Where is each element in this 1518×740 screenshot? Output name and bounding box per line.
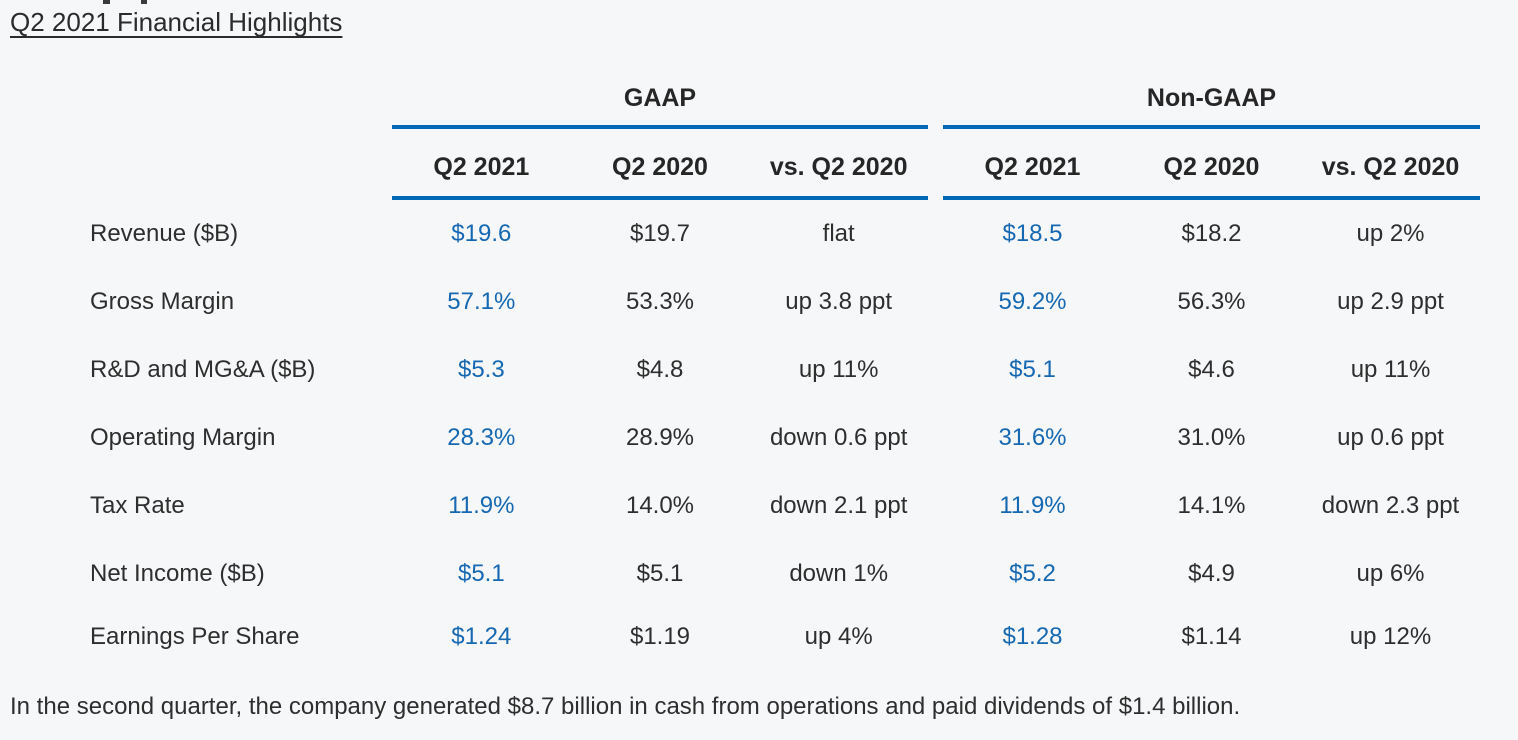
- non-gaap-q2-2020-value: $4.9: [1188, 560, 1235, 587]
- gaap-vs-value: up 11%: [798, 356, 879, 383]
- non-gaap-col-vs-q2-2020: vs. Q2 2020: [1321, 152, 1460, 181]
- non-gaap-vs-value: up 12%: [1349, 623, 1432, 650]
- non-gaap-vs-value: up 2.9 ppt: [1337, 288, 1444, 315]
- section-title-row: GAAP Non-GAAP: [90, 84, 1480, 112]
- gaap-top-rule: [392, 125, 928, 129]
- non-gaap-q2-2020-value: 14.1%: [1177, 492, 1246, 519]
- table-row-operating-margin: Operating Margin 28.3% 28.9% down 0.6 pp…: [90, 404, 1480, 472]
- non-gaap-q2-2020-value: $1.14: [1181, 623, 1242, 650]
- non-gaap-q2-2021-value: $5.1: [1009, 356, 1056, 383]
- table-row-revenue: Revenue ($B) $19.6 $19.7 flat $18.5 $18.…: [90, 200, 1480, 268]
- table-row-gross-margin: Gross Margin 57.1% 53.3% up 3.8 ppt 59.2…: [90, 268, 1480, 336]
- gaap-q2-2020-value: 14.0%: [625, 492, 695, 519]
- gaap-q2-2020-value: $5.1: [636, 560, 684, 587]
- gaap-col-q2-2021: Q2 2021: [433, 152, 530, 181]
- non-gaap-q2-2020-value: 31.0%: [1177, 424, 1246, 451]
- row-label: Earnings Per Share: [90, 623, 300, 650]
- non-gaap-header-rule: [943, 196, 1480, 200]
- gaap-q2-2021-value: $19.6: [451, 220, 512, 247]
- table-row-eps: Earnings Per Share $1.24 $1.19 up 4% $1.…: [90, 608, 1480, 666]
- gaap-vs-value: flat: [822, 220, 855, 247]
- header-rule-row: [90, 196, 1480, 200]
- clipped-text-fragment: [141, 0, 147, 4]
- non-gaap-q2-2020-value: $4.6: [1188, 356, 1235, 383]
- gaap-vs-value: down 1%: [789, 560, 889, 587]
- non-gaap-top-rule: [943, 125, 1480, 129]
- non-gaap-vs-value: up 11%: [1350, 356, 1431, 383]
- gaap-q2-2021-value: $5.1: [457, 560, 505, 587]
- gaap-q2-2020-value: $4.8: [636, 356, 684, 383]
- gaap-q2-2021-value: 28.3%: [447, 424, 516, 451]
- gaap-q2-2020-value: $1.19: [629, 623, 691, 650]
- gaap-q2-2020-value: 53.3%: [625, 288, 695, 315]
- financial-highlights-table: GAAP Non-GAAP Q2 2021 Q2 2020 vs. Q2 202…: [90, 84, 1480, 666]
- gaap-q2-2021-value: 57.1%: [447, 288, 516, 315]
- row-label: Tax Rate: [90, 492, 185, 519]
- non-gaap-vs-value: up 0.6 ppt: [1337, 424, 1444, 451]
- non-gaap-q2-2020-value: $18.2: [1181, 220, 1242, 247]
- non-gaap-q2-2021-value: 31.6%: [998, 424, 1067, 451]
- gaap-q2-2021-value: $1.24: [451, 623, 512, 650]
- non-gaap-section-title: Non-GAAP: [1146, 83, 1277, 112]
- non-gaap-q2-2021-value: $18.5: [1002, 220, 1063, 247]
- non-gaap-q2-2021-value: $5.2: [1009, 560, 1056, 587]
- gaap-vs-value: down 2.1 ppt: [769, 492, 908, 519]
- table-row-tax-rate: Tax Rate 11.9% 14.0% down 2.1 ppt 11.9% …: [90, 472, 1480, 540]
- gaap-section-title: GAAP: [623, 83, 697, 112]
- non-gaap-q2-2021-value: 59.2%: [998, 288, 1067, 315]
- non-gaap-q2-2021-value: $1.28: [1002, 623, 1063, 650]
- non-gaap-vs-value: up 6%: [1356, 560, 1425, 587]
- non-gaap-vs-value: up 2%: [1356, 220, 1425, 247]
- cash-flow-summary-text: In the second quarter, the company gener…: [10, 693, 1241, 720]
- gaap-vs-value: up 4%: [804, 623, 873, 650]
- gaap-col-vs-q2-2020: vs. Q2 2020: [769, 152, 908, 181]
- gaap-section-header: GAAP: [392, 84, 928, 113]
- gaap-vs-value: up 3.8 ppt: [785, 288, 893, 315]
- gaap-col-q2-2020: Q2 2020: [612, 152, 708, 181]
- clipped-text-fragment: [103, 0, 110, 4]
- row-label: R&D and MG&A ($B): [90, 356, 316, 383]
- gaap-vs-value: down 0.6 ppt: [769, 424, 908, 451]
- column-header-row: Q2 2021 Q2 2020 vs. Q2 2020 Q2 2021 Q2 2…: [90, 153, 1480, 181]
- page-title: Q2 2021 Financial Highlights: [10, 7, 343, 37]
- table-row-rd-mga: R&D and MG&A ($B) $5.3 $4.8 up 11% $5.1 …: [90, 336, 1480, 404]
- row-label: Operating Margin: [90, 424, 276, 451]
- non-gaap-q2-2020-value: 56.3%: [1177, 288, 1246, 315]
- non-gaap-vs-value: down 2.3 ppt: [1321, 492, 1460, 519]
- row-label: Gross Margin: [90, 288, 235, 315]
- gaap-q2-2020-value: 28.9%: [625, 424, 695, 451]
- gaap-q2-2021-value: 11.9%: [448, 492, 515, 519]
- non-gaap-col-q2-2021: Q2 2021: [984, 152, 1081, 181]
- row-label: Net Income ($B): [90, 560, 265, 587]
- non-gaap-section-header: Non-GAAP: [943, 84, 1480, 113]
- gaap-q2-2020-value: $19.7: [629, 220, 691, 247]
- row-label: Revenue ($B): [90, 220, 239, 247]
- non-gaap-col-q2-2020: Q2 2020: [1163, 152, 1260, 181]
- table-row-net-income: Net Income ($B) $5.1 $5.1 down 1% $5.2 $…: [90, 540, 1480, 608]
- non-gaap-q2-2021-value: 11.9%: [999, 492, 1066, 519]
- gaap-q2-2021-value: $5.3: [457, 356, 505, 383]
- gaap-header-rule: [392, 196, 928, 200]
- top-rule-row: [90, 125, 1480, 129]
